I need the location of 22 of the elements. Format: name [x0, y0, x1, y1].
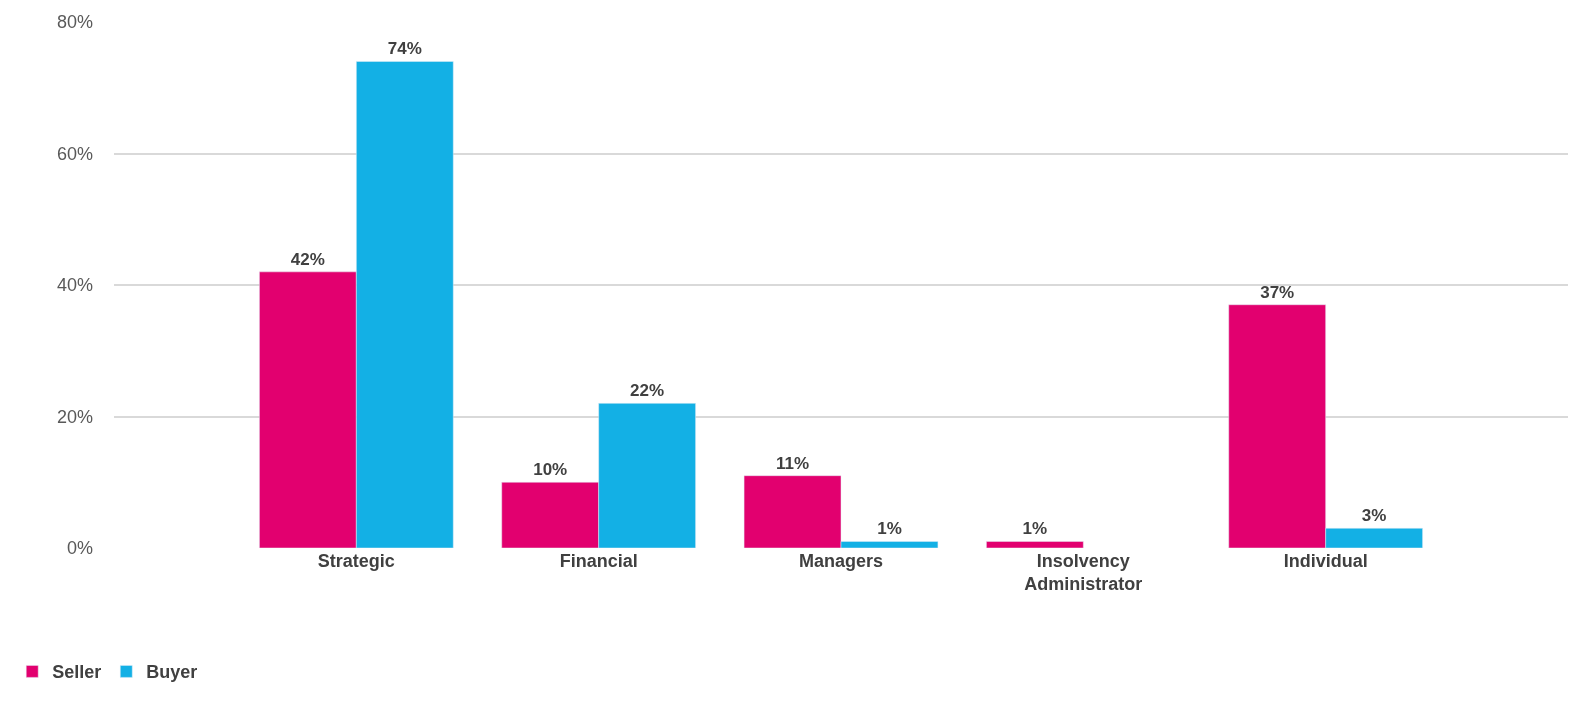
y-tick-label: 60%: [56, 143, 93, 164]
x-tick-label: Individual: [1283, 551, 1368, 571]
x-tick-label: Financial: [559, 551, 638, 571]
data-label: 74%: [387, 39, 422, 59]
data-label: 3%: [1361, 506, 1387, 526]
data-label: 22%: [630, 381, 665, 401]
x-tick-label: Strategic: [317, 551, 395, 571]
x-tick-label: Managers: [798, 551, 884, 571]
data-label: 11%: [775, 453, 810, 473]
legend-label: Seller: [52, 662, 102, 683]
bar: [986, 541, 1084, 548]
data-label: 37%: [1260, 282, 1295, 302]
y-tick-label: 0%: [66, 538, 93, 559]
data-label: 1%: [877, 519, 902, 539]
y-tick-label: 40%: [56, 275, 93, 296]
legend-label: Buyer: [146, 662, 198, 683]
data-label: 10%: [533, 460, 568, 480]
data-label: 1%: [1022, 519, 1048, 539]
data-label: 42%: [290, 249, 325, 269]
y-tick-label: 20%: [56, 406, 93, 427]
x-tick-label: Insolvency Administrator: [1024, 551, 1143, 595]
y-tick-label: 80%: [56, 12, 93, 33]
